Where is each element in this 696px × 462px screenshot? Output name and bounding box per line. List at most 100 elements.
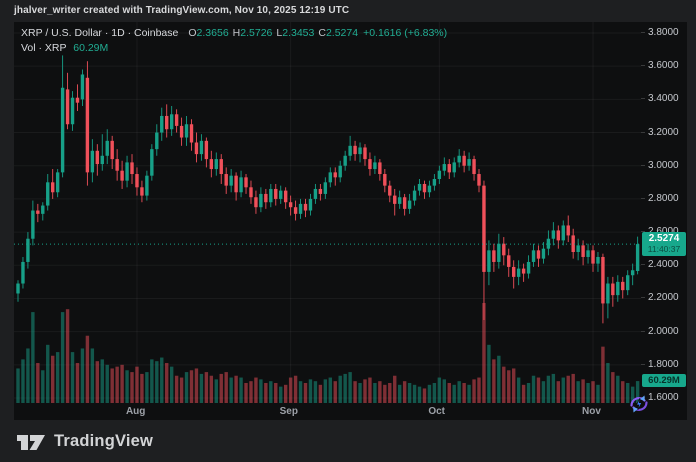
candle-body <box>75 97 80 103</box>
candle-body <box>507 255 511 267</box>
candle-body <box>318 188 323 194</box>
volume-bar <box>363 379 367 403</box>
close-value: 2.5274 <box>325 27 359 39</box>
last-volume-value: 60.29M <box>648 375 680 387</box>
volume-bar <box>41 370 45 403</box>
candle-body <box>135 174 139 188</box>
candle-body <box>70 97 75 125</box>
volume-bar <box>462 383 466 403</box>
volume-bar <box>174 375 179 403</box>
candle-body <box>601 256 605 304</box>
price-axis[interactable]: 3.8000 3.6000 3.4000 3.2000 3.0000 2.8000 2.60… <box>641 22 687 404</box>
candle-body <box>100 155 104 165</box>
candle-body <box>502 243 506 256</box>
candle-body <box>427 185 432 193</box>
volume-bar <box>526 383 531 403</box>
volume-bar <box>333 381 337 403</box>
volume-bar <box>219 373 223 403</box>
candle-body <box>303 203 308 211</box>
volume-row-label[interactable]: Vol · XRP <box>21 42 67 54</box>
candle-body <box>596 256 600 264</box>
volume-bar <box>31 312 35 403</box>
candle-body <box>417 183 422 191</box>
last-price-badge: 2.5274 11:40:37 <box>642 232 686 257</box>
volume-bar <box>199 373 204 403</box>
volume-bar <box>422 388 427 403</box>
candle-body <box>516 268 521 277</box>
volume-bar <box>596 384 600 403</box>
volume-bar <box>601 346 605 403</box>
volume-bar <box>105 364 109 403</box>
volume-bar <box>264 383 268 403</box>
volume-bar <box>581 379 585 403</box>
symbol-title[interactable]: XRP / U.S. Dollar · 1D · Coinbase <box>21 27 179 39</box>
chart-legend: XRP / U.S. Dollar · 1D · Coinbase O2.3656… <box>21 26 447 55</box>
chart-pane[interactable]: XRP / U.S. Dollar · 1D · Coinbase O2.3656… <box>14 22 687 420</box>
volume-bar <box>204 372 209 403</box>
candle-body <box>442 164 447 171</box>
candle-body <box>541 248 546 259</box>
candle-body <box>41 205 45 214</box>
volume-bar <box>288 377 293 403</box>
volume-bar <box>512 368 516 403</box>
volume-bar <box>343 373 347 403</box>
candle-body <box>293 207 298 214</box>
volume-bar <box>516 377 521 403</box>
candle-body <box>115 159 119 171</box>
volume-bar <box>318 384 323 403</box>
volume-bar <box>383 384 387 403</box>
candle-body <box>169 114 174 130</box>
volume-bar <box>606 363 610 403</box>
candle-body <box>407 200 412 209</box>
candle-body <box>165 115 169 130</box>
candle-body <box>462 155 466 166</box>
candle-body <box>452 162 456 173</box>
candle-body <box>393 195 397 204</box>
time-axis-label: Aug <box>125 406 146 417</box>
candle-body <box>338 165 342 178</box>
volume-bar <box>224 372 228 403</box>
candlestick-chart-svg[interactable] <box>14 22 687 420</box>
volume-bar <box>165 363 169 403</box>
volume-bar <box>120 364 124 403</box>
candle-body <box>31 210 35 239</box>
time-axis[interactable]: Aug Sep Oct Nov <box>14 403 687 420</box>
volume-bar <box>303 383 308 403</box>
candle-body <box>512 266 516 277</box>
volume-bar <box>135 366 139 403</box>
candle-body <box>259 193 263 208</box>
volume-bar <box>591 381 595 403</box>
volume-bar <box>328 377 332 403</box>
tradingview-wordmark: TradingView <box>54 431 154 450</box>
candle-body <box>571 235 575 252</box>
candle-body <box>526 261 531 274</box>
candle-body <box>274 188 278 199</box>
candle-body <box>21 261 25 284</box>
volume-bar <box>626 383 630 403</box>
volume-bar <box>437 377 442 403</box>
attribution-text: jhalver_writer created with TradingView.… <box>14 5 350 16</box>
candle-body <box>591 250 595 264</box>
candle-body <box>36 210 40 214</box>
candle-body <box>328 172 332 183</box>
volume-bar <box>150 359 154 403</box>
event-refresh-lightning-icon[interactable] <box>627 392 651 416</box>
candle-body <box>551 230 556 239</box>
volume-bar <box>239 377 243 403</box>
candle-body <box>536 250 541 259</box>
volume-bar <box>90 348 95 403</box>
volume-bar <box>293 375 298 403</box>
candle-body <box>497 243 501 262</box>
volume-bar <box>80 348 85 403</box>
candle-body <box>298 203 303 214</box>
candle-body <box>397 197 402 204</box>
volume-bar <box>130 372 134 403</box>
volume-bar <box>393 375 397 403</box>
candle-body <box>482 185 486 272</box>
candle-body <box>85 77 90 173</box>
volume-bar <box>125 370 129 403</box>
candle-body <box>353 145 357 155</box>
volume-bar <box>298 381 303 403</box>
footer-branding[interactable]: TradingView <box>16 427 153 455</box>
candle-body <box>531 250 536 262</box>
